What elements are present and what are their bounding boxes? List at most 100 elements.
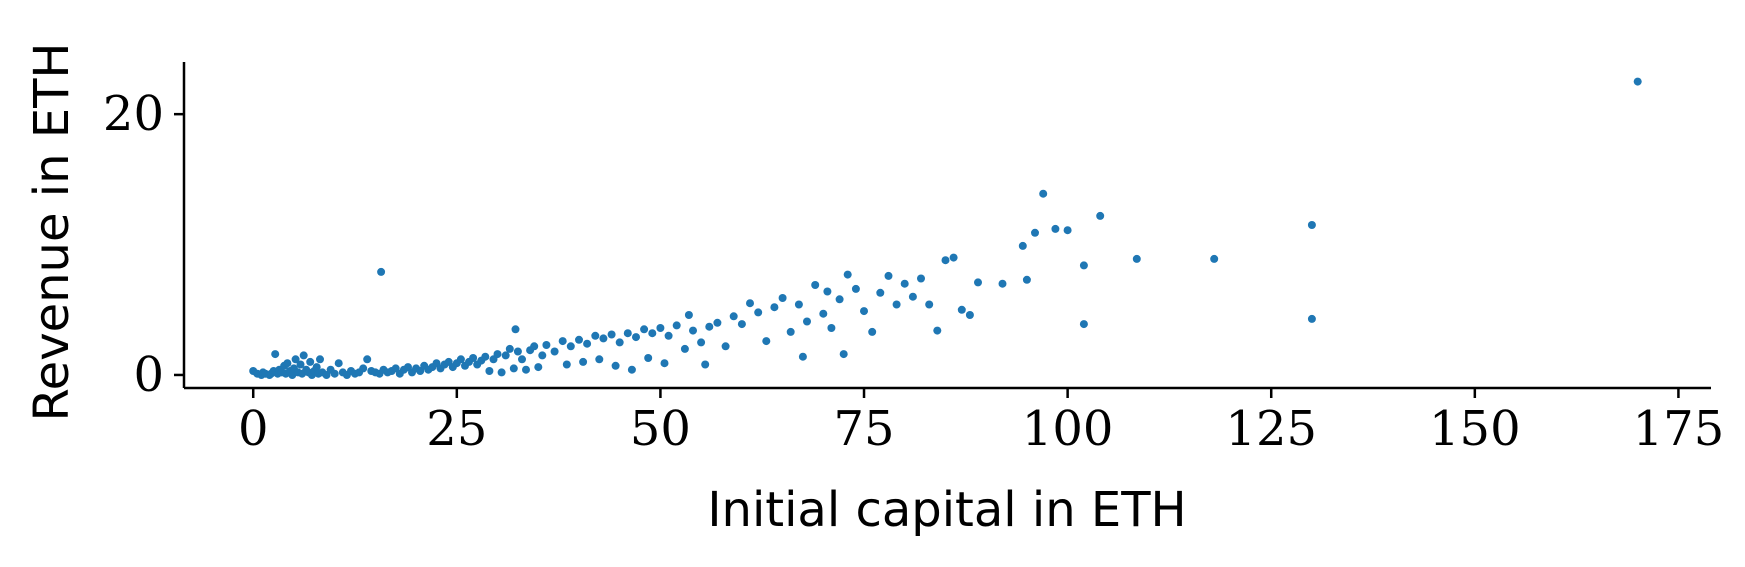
data-point	[312, 363, 321, 372]
data-point	[680, 344, 689, 353]
data-point	[746, 299, 754, 308]
data-point	[701, 360, 710, 369]
data-point	[721, 342, 730, 351]
x-tick-label: 125	[1225, 401, 1317, 457]
data-point	[359, 364, 368, 373]
data-point	[607, 330, 616, 339]
data-point	[611, 361, 620, 370]
data-point	[583, 339, 592, 348]
data-point	[550, 347, 559, 356]
data-point	[949, 253, 958, 262]
data-point	[334, 359, 343, 368]
data-point	[933, 326, 942, 335]
data-point	[1307, 221, 1316, 229]
data-point	[713, 318, 722, 327]
data-point	[456, 355, 465, 364]
data-point	[599, 334, 608, 343]
data-point	[330, 369, 339, 378]
data-point	[363, 355, 372, 364]
x-axis-ticks: 0 25 50 75 100 125 150 175	[238, 388, 1724, 457]
data-point	[511, 325, 520, 334]
data-point	[697, 338, 706, 347]
data-point	[705, 322, 714, 331]
data-point	[627, 365, 636, 374]
data-point	[1096, 211, 1105, 220]
data-point	[530, 342, 539, 351]
data-point	[1039, 189, 1048, 198]
data-point	[509, 364, 518, 373]
data-point	[534, 363, 543, 372]
data-point	[538, 351, 547, 360]
data-point	[729, 312, 738, 321]
data-point	[1633, 77, 1642, 86]
data-point	[689, 326, 697, 335]
y-tick-label: 20	[103, 86, 164, 142]
data-point	[469, 354, 478, 362]
data-point	[579, 357, 588, 366]
x-tick-label: 0	[238, 401, 269, 457]
data-point	[518, 355, 526, 364]
data-point	[493, 350, 502, 359]
data-point	[1307, 314, 1316, 323]
data-point	[803, 317, 811, 326]
data-point	[575, 335, 583, 344]
data-point	[1031, 228, 1039, 237]
data-point	[591, 331, 600, 340]
data-point	[908, 292, 917, 301]
data-point	[299, 351, 308, 360]
data-point	[505, 344, 514, 353]
data-point	[900, 279, 909, 288]
data-point	[656, 324, 665, 332]
data-point	[1051, 224, 1060, 233]
data-point	[1063, 226, 1072, 235]
data-point	[664, 331, 673, 340]
data-point	[892, 300, 901, 309]
data-point	[843, 270, 852, 279]
data-point	[868, 327, 877, 336]
data-point	[762, 337, 771, 346]
data-point	[291, 355, 300, 364]
data-point	[271, 350, 280, 359]
data-point	[1079, 261, 1088, 270]
data-point	[1018, 241, 1027, 250]
data-point	[917, 274, 925, 283]
data-point	[1022, 275, 1031, 284]
data-point	[501, 351, 510, 360]
data-point	[684, 311, 693, 319]
data-point	[306, 357, 315, 366]
data-point	[974, 278, 982, 287]
data-point	[644, 354, 653, 362]
data-point	[786, 327, 795, 336]
x-tick-label: 25	[426, 401, 487, 457]
data-point	[1132, 254, 1141, 263]
data-point	[998, 279, 1007, 288]
x-axis-label: Initial capital in ETH	[707, 482, 1186, 538]
data-point	[860, 307, 868, 316]
data-point	[648, 329, 657, 338]
data-point	[754, 308, 763, 317]
data-point	[884, 271, 893, 280]
x-tick-label: 150	[1429, 401, 1521, 457]
data-point	[522, 365, 530, 374]
data-point	[566, 342, 575, 351]
data-point	[835, 295, 844, 304]
data-point	[876, 288, 885, 297]
data-point	[562, 360, 571, 369]
data-point	[513, 347, 522, 356]
data-point	[640, 325, 649, 334]
data-point	[737, 320, 746, 329]
data-point	[1210, 254, 1219, 263]
x-tick-label: 50	[630, 401, 691, 457]
data-point	[283, 359, 292, 368]
data-point	[839, 350, 848, 359]
data-point	[851, 284, 860, 293]
data-point	[778, 294, 787, 302]
data-point	[925, 300, 934, 309]
data-point	[798, 352, 807, 361]
y-axis-ticks: 0 20	[103, 86, 184, 403]
x-tick-label: 175	[1633, 401, 1725, 457]
data-point	[965, 311, 974, 319]
data-point	[1079, 320, 1088, 329]
data-point	[497, 368, 506, 377]
